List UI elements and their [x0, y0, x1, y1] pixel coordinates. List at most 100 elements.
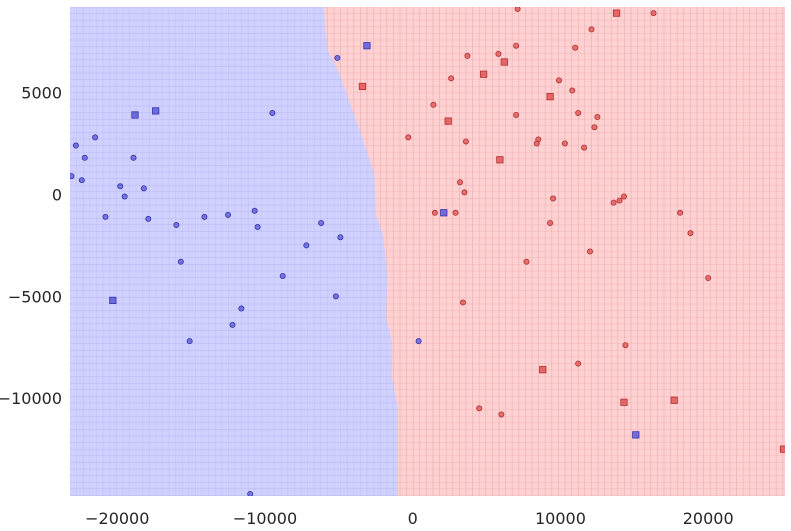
y-tick-label: 0 — [52, 185, 62, 204]
red-circle-point — [650, 10, 657, 17]
blue-circle-point — [173, 222, 180, 229]
red-circle-point — [555, 77, 562, 84]
blue-circle-point — [130, 154, 137, 161]
x-tick-label: 0 — [408, 509, 418, 528]
red-circle-point — [405, 134, 412, 141]
x-tick-label: −20000 — [85, 509, 149, 528]
blue-circle-point — [303, 242, 310, 249]
y-tick-label: −10000 — [0, 389, 62, 408]
red-circle-point — [533, 140, 540, 147]
blue-circle-point — [140, 185, 147, 192]
blue-circle-point — [229, 321, 236, 328]
blue-square-point — [109, 296, 117, 305]
red-circle-point — [456, 179, 463, 186]
red-circle-point — [459, 299, 466, 306]
red-circle-point — [575, 109, 582, 116]
red-square-point — [612, 9, 621, 17]
blue-circle-point — [332, 293, 339, 300]
blue-circle-point — [254, 224, 261, 231]
blue-circle-point — [186, 338, 193, 345]
red-circle-point — [430, 101, 437, 108]
blue-square-point — [440, 209, 448, 217]
red-circle-point — [547, 219, 554, 226]
red-square-point — [444, 117, 452, 125]
red-circle-point — [464, 52, 471, 59]
red-square-point — [480, 70, 488, 78]
x-tick-label: 10000 — [535, 509, 586, 528]
red-circle-point — [448, 75, 455, 82]
red-circle-point — [513, 111, 520, 118]
red-circle-point — [705, 274, 712, 281]
blue-circle-point — [337, 234, 344, 241]
blue-square-point — [363, 42, 371, 50]
red-circle-point — [569, 87, 576, 94]
blue-circle-point — [415, 338, 422, 345]
blue-circle-point — [102, 213, 109, 220]
red-circle-point — [462, 138, 469, 145]
mesh-grid — [70, 7, 785, 496]
data-points — [70, 7, 785, 496]
red-circle-point — [587, 248, 594, 255]
classification-regions — [70, 7, 785, 496]
red-circle-point — [550, 195, 557, 202]
blue-circle-point — [78, 177, 85, 184]
red-square-point — [546, 93, 554, 101]
blue-circle-point — [247, 490, 254, 496]
red-circle-point — [687, 230, 694, 237]
y-tick-label: 5000 — [21, 84, 62, 103]
blue-circle-point — [269, 109, 276, 116]
red-circle-point — [677, 209, 684, 216]
blue-square-point — [152, 107, 160, 115]
blue-circle-point — [145, 215, 152, 222]
red-square-point — [496, 156, 504, 164]
red-circle-point — [572, 44, 579, 51]
blue-circle-point — [72, 142, 79, 149]
blue-circle-point — [251, 207, 258, 214]
x-axis-ticks: −20000 −10000 0 10000 20000 — [85, 509, 734, 528]
red-circle-point — [523, 258, 530, 265]
x-tick-label: 20000 — [683, 509, 734, 528]
red-circle-point — [591, 124, 598, 131]
blue-circle-point — [121, 193, 128, 200]
blue-circle-point — [92, 134, 99, 141]
red-circle-point — [588, 26, 595, 33]
blue-circle-point — [238, 305, 245, 312]
red-circle-point — [476, 405, 483, 412]
red-square-point — [779, 445, 785, 453]
red-circle-point — [452, 209, 459, 216]
red-circle-point — [581, 144, 588, 151]
red-circle-point — [575, 360, 582, 367]
red-square-point — [670, 396, 678, 404]
red-circle-point — [622, 342, 629, 349]
blue-circle-point — [177, 258, 184, 265]
red-circle-point — [461, 189, 468, 196]
red-square-point — [358, 82, 367, 91]
y-axis-ticks: 5000 0 −5000 −10000 — [0, 84, 62, 409]
red-square-point — [620, 398, 628, 406]
x-tick-label: −10000 — [233, 509, 297, 528]
red-circle-point — [610, 199, 617, 206]
red-circle-point — [514, 7, 521, 13]
red-circle-point — [616, 197, 623, 204]
red-circle-point — [594, 114, 601, 121]
blue-circle-point — [318, 219, 325, 226]
blue-square-point — [131, 111, 139, 119]
blue-circle-point — [334, 54, 341, 61]
blue-region — [70, 7, 398, 496]
blue-circle-point — [279, 272, 286, 279]
red-square-point — [539, 366, 547, 374]
y-tick-label: −5000 — [8, 287, 62, 306]
red-circle-point — [561, 140, 568, 147]
blue-circle-point — [225, 211, 232, 218]
red-circle-point — [498, 411, 505, 418]
blue-circle-point — [117, 183, 124, 190]
red-circle-point — [495, 50, 502, 57]
blue-circle-point — [81, 154, 88, 161]
red-circle-point — [513, 42, 520, 49]
blue-square-point — [632, 431, 640, 439]
red-square-point — [500, 58, 508, 66]
red-circle-point — [431, 209, 438, 216]
blue-circle-point — [70, 173, 75, 180]
blue-circle-point — [201, 213, 208, 220]
